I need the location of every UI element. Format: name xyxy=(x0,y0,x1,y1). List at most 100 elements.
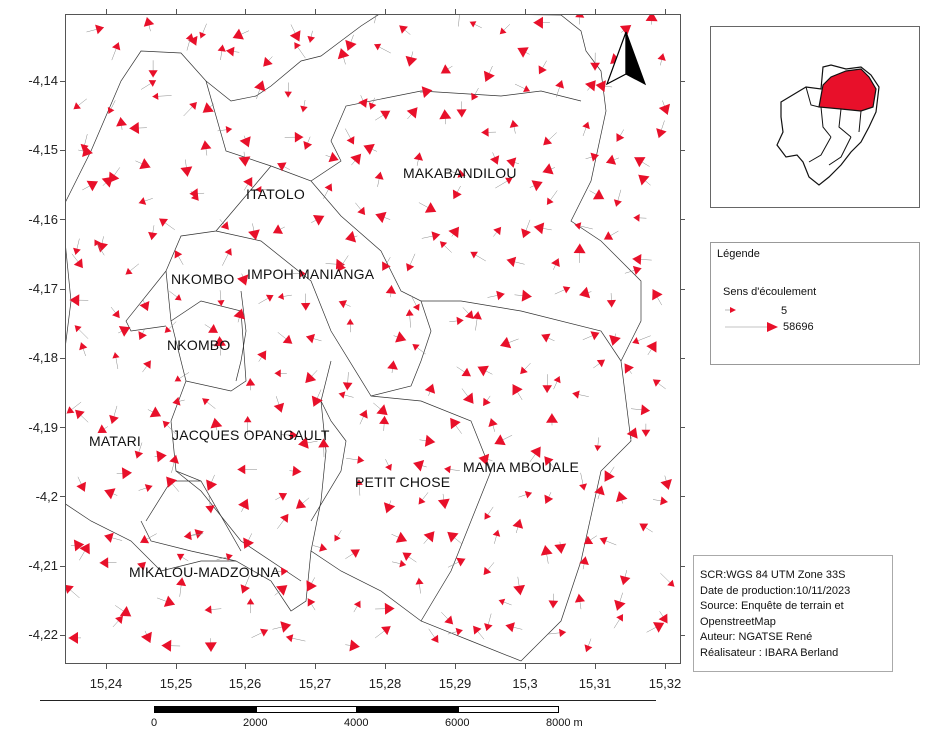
flow-arrow-icon xyxy=(544,456,554,466)
flow-arrow-icon xyxy=(306,333,315,344)
flow-arrow-icon xyxy=(318,438,330,448)
flow-arrow-icon xyxy=(149,406,161,418)
flow-arrow-icon xyxy=(632,265,642,275)
flow-arrow-icon xyxy=(380,110,391,120)
flow-arrow-icon xyxy=(521,228,531,239)
flow-arrow-icon xyxy=(305,371,317,383)
flow-arrow-icon xyxy=(324,183,333,192)
flow-arrow-icon xyxy=(319,543,328,552)
legend-max-value: 58696 xyxy=(783,321,814,333)
flow-arrow-icon xyxy=(265,294,274,302)
flow-arrow-icon xyxy=(225,126,233,134)
flow-arrow-icon xyxy=(174,375,182,382)
x-tick-mark xyxy=(525,9,526,14)
y-tick-mark xyxy=(60,150,65,151)
flow-arrow-icon xyxy=(492,529,501,537)
flow-arrow-icon xyxy=(294,42,301,50)
scale-segment xyxy=(256,706,357,713)
flow-arrow-icon xyxy=(368,102,377,110)
flow-arrow-icon xyxy=(104,488,116,500)
x-tick-mark xyxy=(385,664,386,669)
flow-arrow-icon xyxy=(440,64,451,74)
flow-arrow-icon xyxy=(240,584,250,594)
flow-arrow-icon xyxy=(555,80,564,89)
flow-arrow-icon xyxy=(582,121,590,130)
scale-label: 4000 xyxy=(344,717,369,729)
y-tick-label: -4,17 xyxy=(28,281,58,296)
scale-label: 8000 m xyxy=(546,717,583,729)
flow-arrow-icon xyxy=(574,222,582,230)
flow-arrow-icon xyxy=(531,180,543,192)
flow-arrow-icon xyxy=(616,133,625,142)
flow-arrow-icon xyxy=(619,25,632,36)
flow-arrow-icon xyxy=(374,171,384,180)
flow-arrow-icon xyxy=(112,352,120,359)
flow-arrow-icon xyxy=(533,222,545,235)
flow-arrow-icon xyxy=(395,531,407,543)
flow-arrow-icon xyxy=(144,484,153,492)
x-tick-mark xyxy=(455,664,456,669)
flow-arrow-icon xyxy=(484,623,493,631)
flow-arrow-icon xyxy=(412,344,420,351)
flow-arrow-icon xyxy=(415,577,424,585)
flow-arrow-icon xyxy=(455,627,463,636)
flow-arrow-icon xyxy=(224,248,232,256)
flow-arrow-icon xyxy=(66,585,74,594)
flow-arrow-icon xyxy=(638,174,650,186)
flow-arrow-icon xyxy=(292,465,302,477)
flow-arrow-icon xyxy=(277,292,284,300)
flow-arrow-icon xyxy=(609,334,621,346)
flow-arrow-icon xyxy=(595,80,606,93)
x-tick-mark xyxy=(245,9,246,14)
flow-arrow-icon xyxy=(405,309,414,316)
y-tick-mark xyxy=(680,358,685,359)
flow-arrow-icon xyxy=(490,155,500,165)
flow-arrow-icon xyxy=(169,454,179,464)
flow-arrow-icon xyxy=(202,102,214,113)
flow-arrow-icon xyxy=(483,566,492,575)
flow-arrow-icon xyxy=(559,628,567,637)
scale-label: 0 xyxy=(151,717,158,729)
north-arrow-icon xyxy=(605,31,647,86)
flow-arrow-icon xyxy=(412,303,420,311)
flow-arrow-icon xyxy=(541,333,551,343)
flow-arrow-icon xyxy=(257,350,267,361)
flow-arrow-icon xyxy=(444,465,451,474)
flow-arrow-icon xyxy=(376,404,388,416)
flow-arrow-icon xyxy=(641,429,651,437)
flow-arrow-icon xyxy=(500,336,512,349)
flow-arrow-icon xyxy=(152,92,159,100)
flow-arrow-icon xyxy=(579,483,587,491)
x-tick-label: 15,26 xyxy=(228,676,262,691)
x-tick-label: 15,29 xyxy=(438,676,472,691)
flow-arrow-icon xyxy=(596,359,605,368)
flow-arrow-icon xyxy=(465,310,474,319)
flow-arrow-icon xyxy=(95,24,104,35)
flow-arrow-icon xyxy=(524,491,532,499)
flow-arrow-icon xyxy=(456,557,466,567)
map-info-box: SCR:WGS 84 UTM Zone 33S Date de producti… xyxy=(693,555,893,672)
flow-arrow-icon xyxy=(134,450,144,459)
flow-arrow-icon xyxy=(590,62,600,71)
flow-arrow-icon xyxy=(79,543,90,555)
flow-arrow-icon xyxy=(542,163,554,175)
flow-arrow-icon xyxy=(225,553,233,561)
flow-arrow-icon xyxy=(204,642,217,652)
flow-arrow-icon xyxy=(452,189,462,200)
flow-arrow-shaft xyxy=(458,15,460,27)
flow-arrow-icon xyxy=(413,152,423,161)
flow-arrow-icon xyxy=(592,189,605,200)
flow-arrow-icon xyxy=(99,557,109,569)
flow-arrow-icon xyxy=(107,107,115,114)
flow-arrow-icon xyxy=(76,481,86,492)
flow-arrow-icon xyxy=(248,229,260,241)
flow-arrow-icon xyxy=(306,580,317,592)
flow-arrow-icon xyxy=(73,539,85,552)
flow-arrow-icon xyxy=(143,360,151,369)
flow-arrow-icon xyxy=(413,460,425,472)
flow-arrow-icon xyxy=(245,378,256,386)
x-tick-label: 15,32 xyxy=(648,676,682,691)
flow-arrow-icon xyxy=(483,70,495,82)
flow-arrow-icon xyxy=(533,16,543,29)
flow-arrow-icon xyxy=(658,103,670,115)
